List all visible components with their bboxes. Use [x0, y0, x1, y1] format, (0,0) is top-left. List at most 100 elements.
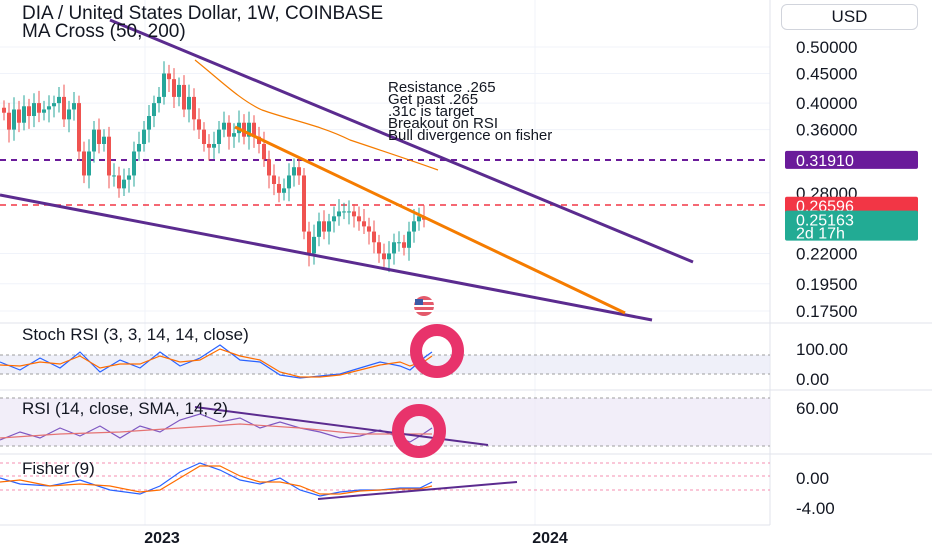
stoch-axis-100: 100.00 [796, 340, 848, 359]
candle-body [52, 103, 56, 107]
price-label: 0.36000 [796, 121, 857, 140]
fisher-divergence-line[interactable] [317, 481, 518, 500]
candle-body [7, 112, 11, 130]
candle-body [107, 136, 111, 176]
candle-body [227, 122, 231, 137]
rsi-highlight-circle [392, 404, 446, 458]
candle-body [87, 151, 91, 176]
bar-countdown: 2d 17h [796, 226, 845, 243]
upper-wedge-trendline[interactable] [109, 18, 694, 264]
candle-body [207, 143, 211, 148]
candle-body [77, 103, 81, 152]
candle-body [377, 242, 381, 254]
candle-body [147, 116, 151, 130]
candle-body [197, 119, 201, 130]
price-label: 0.40000 [796, 94, 857, 113]
candle-body [112, 175, 116, 177]
lower-wedge-trendline[interactable] [0, 193, 653, 322]
candle-body [167, 73, 171, 80]
price-tag-label: 0.31910 [796, 153, 854, 170]
candle-body [402, 242, 406, 248]
candle-body [187, 96, 191, 110]
x-tick-2023: 2023 [144, 530, 180, 547]
candle-body [12, 109, 16, 130]
candle-body [322, 221, 326, 232]
candle-body [82, 151, 86, 176]
candlestick-series [2, 61, 426, 273]
stoch-d-line [0, 348, 433, 378]
candle-body [142, 129, 146, 144]
stoch-highlight-circle [410, 324, 464, 378]
candle-body [92, 129, 96, 152]
candle-body [222, 122, 226, 130]
candle-body [57, 96, 61, 104]
candle-body [367, 226, 371, 232]
candle-body [157, 96, 161, 104]
candle-body [407, 231, 411, 248]
stoch-rsi-label: Stoch RSI (3, 3, 14, 14, close) [22, 325, 249, 344]
candle-body [162, 73, 166, 97]
candle-body [297, 167, 301, 176]
price-tag [785, 196, 918, 215]
rsi-label: RSI (14, close, SMA, 14, 2) [22, 399, 228, 418]
candle-body [2, 107, 6, 113]
annotation-line: Bull divergence on fisher [388, 127, 552, 144]
candle-body [177, 84, 181, 97]
candle-body [317, 221, 321, 237]
price-tag [785, 150, 918, 169]
candle-body [312, 236, 316, 254]
x-tick-2024: 2024 [532, 530, 568, 547]
ma-50-line [194, 59, 439, 171]
stoch-axis-0: 0.00 [796, 370, 829, 389]
candle-body [42, 109, 46, 113]
candle-body [282, 188, 286, 193]
candle-body [212, 143, 216, 148]
resistance-trendline[interactable] [234, 125, 626, 315]
candle-body [67, 109, 71, 120]
candle-body [117, 175, 121, 189]
indicator-ma-cross-label: MA Cross (50, 200) [22, 21, 186, 42]
price-tag-label: 0.25163 [796, 213, 854, 230]
candle-body [72, 103, 76, 110]
candle-body [192, 96, 196, 120]
price-label: 0.19500 [796, 275, 857, 294]
candle-body [327, 221, 331, 232]
candle-body [17, 109, 21, 123]
candle-body [332, 216, 336, 222]
price-tag [785, 210, 918, 241]
price-axis[interactable]: 0.500000.450000.400000.360000.280000.220… [785, 38, 918, 321]
candle-body [247, 122, 251, 137]
candle-body [37, 103, 41, 113]
candle-body [232, 133, 236, 137]
candle-body [132, 151, 136, 176]
candle-body [102, 136, 106, 144]
candle-body [272, 175, 276, 184]
candle-body [287, 175, 291, 189]
candle-body [252, 122, 256, 137]
candle-body [97, 129, 101, 144]
candle-body [127, 175, 131, 180]
candle-body [22, 106, 26, 123]
rsi-band [0, 398, 770, 446]
candle-body [257, 136, 261, 144]
candle-body [262, 143, 266, 160]
candle-body [32, 103, 36, 117]
annotation-line: Get past .265 [388, 91, 478, 108]
candle-body [172, 79, 176, 97]
rsi-sma-line [0, 423, 432, 439]
candle-body [352, 211, 356, 217]
currency-selector-button[interactable]: USD [781, 4, 918, 30]
fisher-trigger-line [0, 465, 433, 495]
candle-body [122, 179, 126, 189]
candle-body [27, 106, 31, 117]
candle-body [182, 84, 186, 110]
candle-body [362, 221, 366, 227]
candle-body [392, 242, 396, 254]
candle-body [62, 96, 66, 120]
candle-body [302, 175, 306, 232]
price-label: 0.22000 [796, 244, 857, 263]
price-label: 0.50000 [796, 38, 857, 57]
candle-body [342, 211, 346, 213]
